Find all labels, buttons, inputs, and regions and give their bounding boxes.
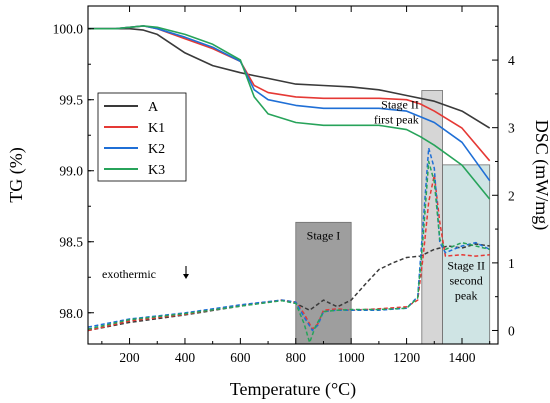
y-left-axis-title: TG (%) bbox=[6, 147, 27, 202]
y-right-axis-title: DSC (mW/mg) bbox=[531, 120, 550, 231]
axes: 200 400 600 800 1000 1200 1400 98.0 98.5 99.0 99.5… bbox=[6, 5, 550, 400]
stage-region-1 bbox=[295, 221, 352, 345]
legend-box bbox=[97, 92, 187, 182]
y-right-tick-label: 0 bbox=[508, 323, 515, 338]
x-tick-label: 1400 bbox=[448, 350, 475, 365]
stage2-second-label-line1: Stage II bbox=[447, 259, 485, 273]
data-series bbox=[87, 25, 491, 344]
x-tick-label: 800 bbox=[286, 350, 307, 365]
exothermic-arrow-icon bbox=[183, 274, 189, 279]
stage-regions bbox=[295, 90, 491, 345]
stage2-first-label-line2: first peak bbox=[374, 113, 419, 127]
dsc-line-k3 bbox=[87, 160, 490, 344]
x-tick-label: 200 bbox=[119, 350, 140, 365]
tg-line-k3 bbox=[88, 25, 491, 200]
y-right-tick-label: 1 bbox=[508, 256, 515, 271]
tg-line-a bbox=[88, 27, 491, 129]
stage2-second-label-line2: second bbox=[449, 274, 482, 288]
y-left-tick-label: 98.0 bbox=[59, 306, 83, 321]
legend: A K1 K2 K3 bbox=[97, 92, 187, 182]
x-tick-label: 1000 bbox=[338, 350, 365, 365]
x-tick-label: 1200 bbox=[393, 350, 420, 365]
stage2-first-label-line1: Stage II bbox=[381, 98, 419, 112]
y-right-tick-label: 2 bbox=[508, 188, 515, 203]
stage2-second-label-line3: peak bbox=[455, 289, 478, 303]
y-left-tick-label: 99.5 bbox=[59, 93, 83, 108]
x-axis-title: Temperature (°C) bbox=[230, 379, 356, 400]
y-left-tick-label: 98.5 bbox=[59, 235, 83, 250]
plot-frame bbox=[87, 5, 499, 345]
legend-label-a: A bbox=[148, 100, 159, 115]
y-right-tick-label: 3 bbox=[508, 121, 515, 136]
x-tick-label: 400 bbox=[175, 350, 196, 365]
stage1-label: Stage I bbox=[307, 228, 341, 242]
stage-region-3 bbox=[442, 164, 491, 345]
dsc-line-a bbox=[87, 243, 490, 332]
legend-label-k2: K2 bbox=[148, 142, 165, 157]
legend-label-k3: K3 bbox=[148, 163, 165, 178]
x-tick-label: 600 bbox=[230, 350, 251, 365]
y-right-tick-label: 4 bbox=[508, 53, 515, 68]
y-left-tick-label: 99.0 bbox=[59, 164, 83, 179]
exothermic-label: exothermic bbox=[102, 267, 156, 281]
y-left-tick-label: 100.0 bbox=[53, 22, 84, 37]
legend-label-k1: K1 bbox=[148, 121, 165, 136]
